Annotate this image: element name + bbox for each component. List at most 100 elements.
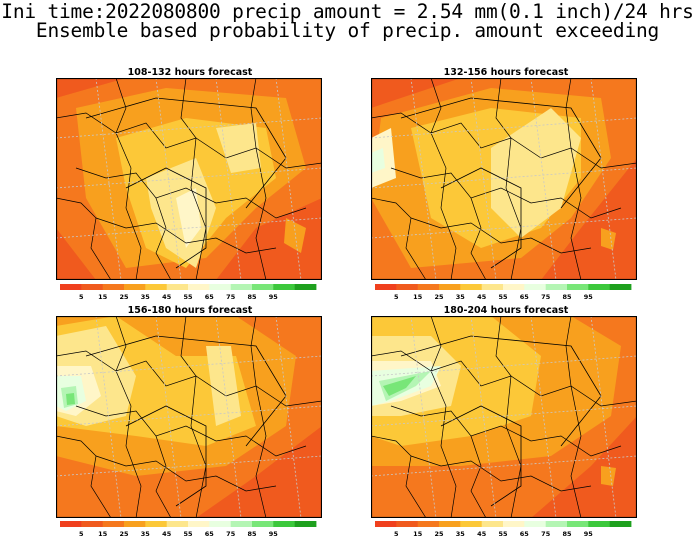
colorbar-swatch bbox=[188, 284, 210, 290]
colorbar-tick-label: 5 bbox=[394, 293, 399, 301]
colorbar-swatch bbox=[124, 284, 146, 290]
country-border bbox=[180, 78, 207, 280]
probability-contour bbox=[400, 335, 602, 447]
map-panel-156-180 bbox=[56, 316, 322, 518]
colorbar-tick-label: 25 bbox=[119, 293, 129, 301]
colorbar-swatch bbox=[81, 521, 103, 527]
probability-area bbox=[383, 376, 416, 396]
panel-title-156-180: 156-180 hours forecast bbox=[127, 305, 253, 316]
colorbar-tick-label: 35 bbox=[456, 530, 466, 538]
colorbar-tick-label: 35 bbox=[141, 293, 151, 301]
country-border bbox=[75, 167, 307, 219]
country-border bbox=[56, 435, 112, 518]
colorbar-swatch bbox=[567, 284, 589, 290]
colorbar-swatch bbox=[481, 521, 504, 527]
colorbar-tick-label: 55 bbox=[183, 293, 193, 301]
latitude-gridline bbox=[371, 167, 637, 189]
colorbar-swatch bbox=[60, 284, 82, 290]
colorbar-tick-label: 5 bbox=[394, 530, 399, 538]
probability-contour bbox=[85, 335, 287, 447]
colorbar-swatch bbox=[417, 284, 440, 290]
colorbar-tick-label: 85 bbox=[247, 530, 257, 538]
probability-area bbox=[66, 393, 75, 405]
country-border bbox=[390, 405, 622, 457]
colorbar-tick-label: 65 bbox=[520, 530, 530, 538]
colorbar-swatch bbox=[273, 284, 295, 290]
country-border bbox=[75, 405, 307, 457]
colorbar-swatch bbox=[375, 521, 397, 527]
colorbar-swatch bbox=[294, 284, 317, 290]
colorbar-tick-label: 65 bbox=[205, 530, 215, 538]
longitude-gridline bbox=[410, 78, 437, 280]
colorbar-swatch bbox=[460, 521, 482, 527]
country-border bbox=[115, 78, 142, 280]
colorbar-swatch bbox=[545, 521, 568, 527]
longitude-gridline bbox=[590, 78, 617, 280]
latitude-gridline bbox=[371, 455, 637, 477]
colorbar-swatch bbox=[375, 284, 397, 290]
probability-contour bbox=[85, 97, 287, 209]
colorbar-132-156: 5 15 25 35 45 55 65 75 85 95 bbox=[375, 284, 632, 301]
country-border bbox=[371, 350, 637, 407]
colorbar-180-204: 5 15 25 35 45 55 65 75 85 95 bbox=[375, 521, 632, 538]
colorbar-swatch bbox=[166, 521, 189, 527]
colorbar-swatch bbox=[273, 521, 295, 527]
map-frame bbox=[56, 316, 322, 518]
colorbar-swatch bbox=[588, 521, 610, 527]
probability-area bbox=[176, 188, 201, 248]
probability-contour bbox=[400, 97, 602, 209]
longitude-gridline bbox=[215, 78, 242, 280]
colorbar-swatch bbox=[145, 521, 167, 527]
colorbar-tick-label: 5 bbox=[79, 293, 84, 301]
latitude-gridline bbox=[56, 167, 322, 189]
country-border bbox=[565, 316, 582, 518]
colorbar-swatch bbox=[124, 521, 146, 527]
colorbar-swatch bbox=[460, 284, 482, 290]
country-border bbox=[495, 316, 522, 518]
colorbar-tick-label: 35 bbox=[141, 530, 151, 538]
colorbar-swatch bbox=[609, 284, 632, 290]
colorbar-swatch bbox=[439, 284, 461, 290]
colorbar-tick-label: 55 bbox=[183, 530, 193, 538]
colorbar-swatch bbox=[503, 521, 525, 527]
country-border bbox=[430, 316, 457, 518]
colorbar-swatch bbox=[609, 521, 632, 527]
colorbar-tick-label: 75 bbox=[226, 530, 236, 538]
map-frame bbox=[56, 78, 322, 280]
colorbar-swatch bbox=[503, 284, 525, 290]
colorbar-swatch bbox=[145, 284, 167, 290]
colorbar-swatch bbox=[166, 284, 189, 290]
longitude-gridline bbox=[590, 316, 617, 518]
country-border bbox=[410, 217, 592, 254]
colorbar-swatch bbox=[252, 284, 274, 290]
colorbar-swatch bbox=[294, 521, 317, 527]
colorbar-tick-label: 15 bbox=[98, 293, 108, 301]
country-border bbox=[56, 112, 322, 169]
country-border bbox=[565, 78, 582, 280]
colorbar-tick-label: 85 bbox=[562, 530, 572, 538]
colorbar-swatch bbox=[60, 521, 82, 527]
latitude-gridline bbox=[56, 405, 322, 427]
colorbar-tick-label: 95 bbox=[269, 293, 279, 301]
colorbar-swatch bbox=[209, 284, 231, 290]
country-border bbox=[155, 435, 172, 518]
probability-contour bbox=[125, 405, 207, 507]
colorbar-swatch bbox=[545, 284, 568, 290]
probability-contour bbox=[125, 167, 207, 269]
country-border bbox=[470, 197, 487, 280]
probability-area bbox=[491, 108, 581, 238]
colorbar-tick-label: 85 bbox=[247, 293, 257, 301]
panel-title-132-156: 132-156 hours forecast bbox=[443, 67, 569, 78]
country-border bbox=[155, 197, 172, 280]
colorbar-tick-label: 25 bbox=[434, 293, 444, 301]
probability-area bbox=[601, 228, 616, 250]
longitude-gridline bbox=[155, 78, 182, 280]
longitude-gridline bbox=[410, 316, 437, 518]
colorbar-tick-label: 55 bbox=[498, 530, 508, 538]
probability-area bbox=[284, 218, 306, 253]
longitude-gridline bbox=[530, 78, 557, 280]
longitude-gridline bbox=[530, 316, 557, 518]
probability-area bbox=[371, 148, 385, 173]
longitude-gridline bbox=[95, 316, 122, 518]
colorbar-tick-label: 15 bbox=[413, 530, 423, 538]
